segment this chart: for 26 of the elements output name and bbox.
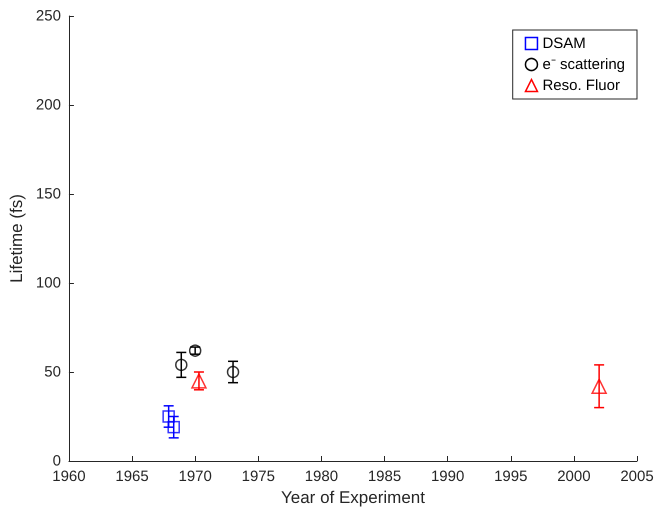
y-tick-label: 150 [36, 186, 61, 202]
x-tick-label: 2000 [557, 468, 591, 485]
point [591, 378, 607, 394]
point [167, 420, 180, 434]
x-tick-label: 1980 [304, 468, 338, 485]
x-tick-label: 1960 [52, 468, 86, 485]
x-tick-label: 1975 [242, 468, 275, 485]
x-tick-label: 1995 [494, 468, 528, 485]
x-tick-label: 1985 [368, 468, 402, 485]
y-tick-label: 50 [44, 364, 61, 380]
y-tick-label: 250 [36, 8, 61, 24]
point [175, 358, 188, 372]
point [226, 366, 240, 378]
y-tick-label: 200 [36, 96, 61, 114]
x-axis-title: Year of Experiment [280, 488, 426, 507]
legend-label: DSAM [542, 35, 586, 52]
legend-label: Reso. Fluor [542, 77, 620, 94]
y-tick-label: 0 [52, 452, 61, 470]
x-tick-label: 1990 [430, 468, 464, 485]
x-tick-label: 1965 [115, 468, 149, 485]
y-tick-label: 100 [36, 274, 61, 292]
x-tick-label: 1970 [178, 468, 212, 485]
y-axis-title: Lifetime (fs) [7, 194, 26, 283]
x-tick-label: 2005 [620, 468, 654, 485]
legend-label: e⁻ scattering [542, 56, 626, 73]
point [162, 410, 175, 423]
